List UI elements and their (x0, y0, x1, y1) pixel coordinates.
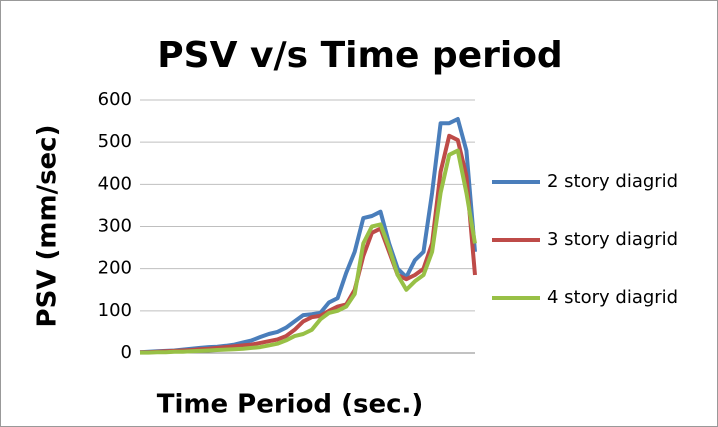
y-tick-label: 300 (98, 216, 132, 237)
x-axis-label: Time Period (sec.) (157, 390, 424, 420)
legend-label: 3 story diagrid (547, 229, 678, 250)
legend-label: 4 story diagrid (547, 287, 678, 308)
y-tick-label: 100 (98, 300, 132, 321)
chart-title: PSV v/s Time period (157, 35, 562, 76)
y-axis-label: PSV (mm/sec) (33, 125, 63, 328)
y-tick-label: 200 (98, 258, 132, 279)
y-tick-label: 0 (121, 342, 132, 363)
series-line (140, 148, 477, 355)
y-tick-label: 600 (98, 89, 132, 110)
y-tick-label: 400 (98, 173, 132, 194)
y-tick-label: 500 (98, 131, 132, 152)
legend-label: 2 story diagrid (547, 171, 678, 192)
